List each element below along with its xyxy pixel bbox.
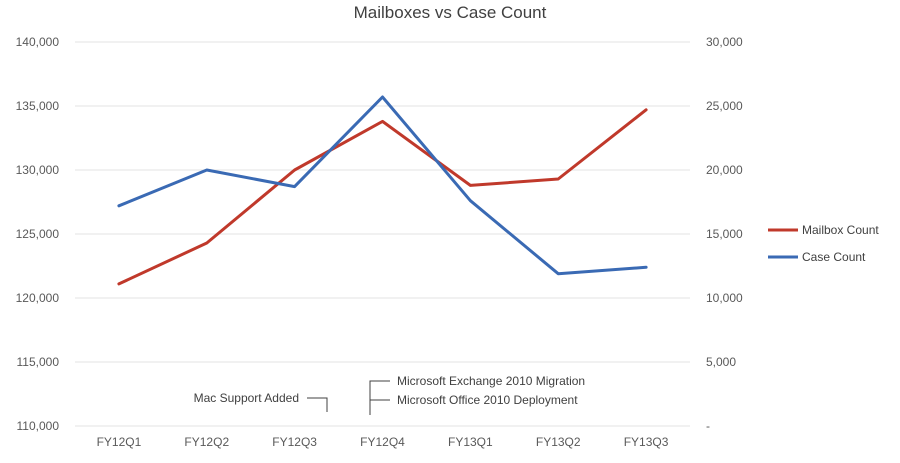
x-tick-label: FY13Q2: [536, 435, 581, 449]
x-tick-label: FY12Q4: [360, 435, 405, 449]
left-axis: 110,000 115,000 120,000 125,000 130,000 135,0…: [16, 35, 60, 433]
right-tick-label: 25,000: [706, 99, 743, 113]
annotation-exchange-migration: Microsoft Exchange 2010 Migration: [397, 374, 585, 388]
right-tick-label: 5,000: [706, 355, 736, 369]
right-tick-label: 10,000: [706, 291, 743, 305]
x-axis: FY12Q1 FY12Q2 FY12Q3 FY12Q4 FY13Q1 FY13Q2 FY13…: [97, 435, 669, 449]
series-layer: [117, 95, 648, 286]
right-axis: - 5,000 10,000 15,000 20,000 25,000 30,000: [706, 35, 743, 433]
annotations: Mac Support Added Microsoft Exchange 201…: [194, 374, 585, 415]
right-tick-label: 15,000: [706, 227, 743, 241]
legend-item-case-count: Case Count: [768, 250, 866, 264]
legend-label-mailbox-count: Mailbox Count: [802, 223, 879, 237]
left-tick-label: 140,000: [16, 35, 60, 49]
series-line-mailbox-count: [117, 108, 648, 286]
x-tick-label: FY12Q2: [184, 435, 229, 449]
x-tick-label: FY12Q3: [272, 435, 317, 449]
legend-label-case-count: Case Count: [802, 250, 866, 264]
left-tick-label: 120,000: [16, 291, 60, 305]
left-tick-label: 125,000: [16, 227, 60, 241]
left-tick-label: 110,000: [17, 419, 60, 433]
x-tick-label: FY13Q3: [624, 435, 669, 449]
annotation-mac-support: Mac Support Added: [194, 391, 299, 405]
annotation-fy12q4-bracket: [369, 380, 390, 415]
legend: Mailbox Count Case Count: [768, 223, 879, 264]
series-line-case-count: [117, 95, 648, 276]
left-tick-label: 115,000: [17, 355, 60, 369]
right-tick-label: 30,000: [706, 35, 743, 49]
left-tick-label: 135,000: [16, 99, 60, 113]
left-tick-label: 130,000: [16, 163, 60, 177]
annotation-office-deployment: Microsoft Office 2010 Deployment: [397, 393, 578, 407]
chart-title: Mailboxes vs Case Count: [354, 3, 547, 22]
annotation-mac-support-connector: [307, 397, 328, 412]
x-tick-label: FY12Q1: [97, 435, 142, 449]
legend-item-mailbox-count: Mailbox Count: [768, 223, 879, 237]
right-tick-label: -: [706, 419, 710, 433]
gridlines: [75, 41, 690, 427]
right-tick-label: 20,000: [706, 163, 743, 177]
x-tick-label: FY13Q1: [448, 435, 493, 449]
